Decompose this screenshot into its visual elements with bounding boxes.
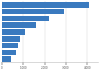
Bar xyxy=(2,36,20,42)
Bar xyxy=(2,22,36,28)
Bar xyxy=(2,16,49,21)
Bar xyxy=(2,9,64,14)
Bar xyxy=(2,2,90,8)
Bar xyxy=(2,43,18,48)
Bar xyxy=(2,49,16,55)
Bar xyxy=(2,29,26,35)
Bar xyxy=(2,56,10,62)
